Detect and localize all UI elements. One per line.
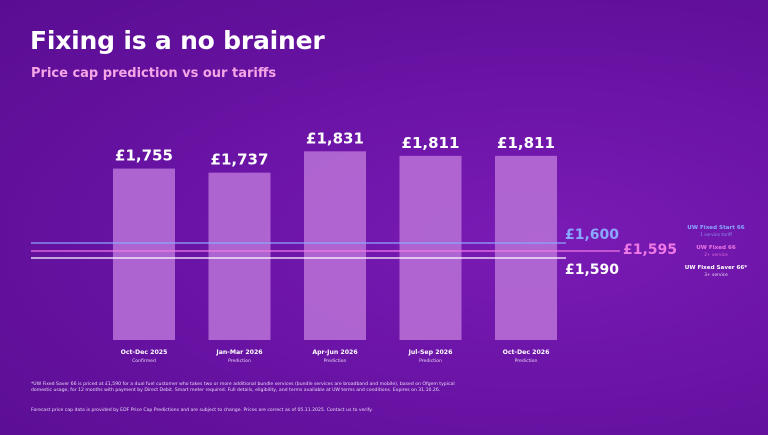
category-note-4: Prediction — [419, 358, 442, 364]
slide-subtitle: Price cap prediction vs our tariffs — [31, 66, 277, 81]
category-label-5: Oct-Dec 2026 — [503, 349, 550, 356]
tariff-value-label-3: £1,590 — [565, 262, 619, 278]
category-label-3: Apr-Jun 2026 — [312, 349, 357, 356]
category-note-1: Confirmed — [132, 358, 156, 364]
category-label-4: Jul-Sep 2026 — [408, 349, 453, 356]
tariff-value-label-2: £1,595 — [623, 242, 677, 258]
slide-title: Fixing is a no brainer — [30, 26, 325, 55]
category-note-5: Prediction — [515, 358, 538, 364]
category-label-2: Jan-Mar 2026 — [215, 349, 262, 356]
bar-3 — [304, 151, 366, 340]
tariff-legend-name-2: UW Fixed 66 — [696, 245, 736, 251]
tariff-legend-name-3: UW Fixed Saver 66* — [685, 265, 747, 271]
tariff-legend-name-1: UW Fixed Start 66 — [687, 225, 745, 231]
bar-4 — [399, 155, 462, 340]
bar-value-label-3: £1,831 — [306, 129, 364, 147]
category-note-3: Prediction — [324, 358, 347, 364]
tariff-legend-note-1: 1 service tariff — [700, 232, 733, 238]
footnote-data-source: Forecast price cap data is provided by E… — [31, 408, 373, 413]
bar-value-label-2: £1,737 — [211, 151, 269, 169]
tariff-legend-note-3: 3+ service — [704, 272, 728, 278]
category-note-2: Prediction — [228, 358, 251, 364]
bar-value-label-1: £1,755 — [115, 147, 173, 165]
bar-2 — [208, 172, 271, 340]
footnote-tariff-terms: *UW Fixed Saver 66 is priced at £1,590 f… — [31, 382, 455, 393]
bar-value-label-5: £1,811 — [497, 134, 555, 152]
bar-5 — [495, 155, 557, 340]
bar-value-label-4: £1,811 — [402, 134, 460, 152]
category-label-1: Oct-Dec 2025 — [121, 349, 168, 356]
tariff-value-label-1: £1,600 — [565, 227, 619, 243]
tariff-legend-note-2: 2+ service — [704, 252, 728, 258]
bar-1 — [113, 168, 175, 340]
